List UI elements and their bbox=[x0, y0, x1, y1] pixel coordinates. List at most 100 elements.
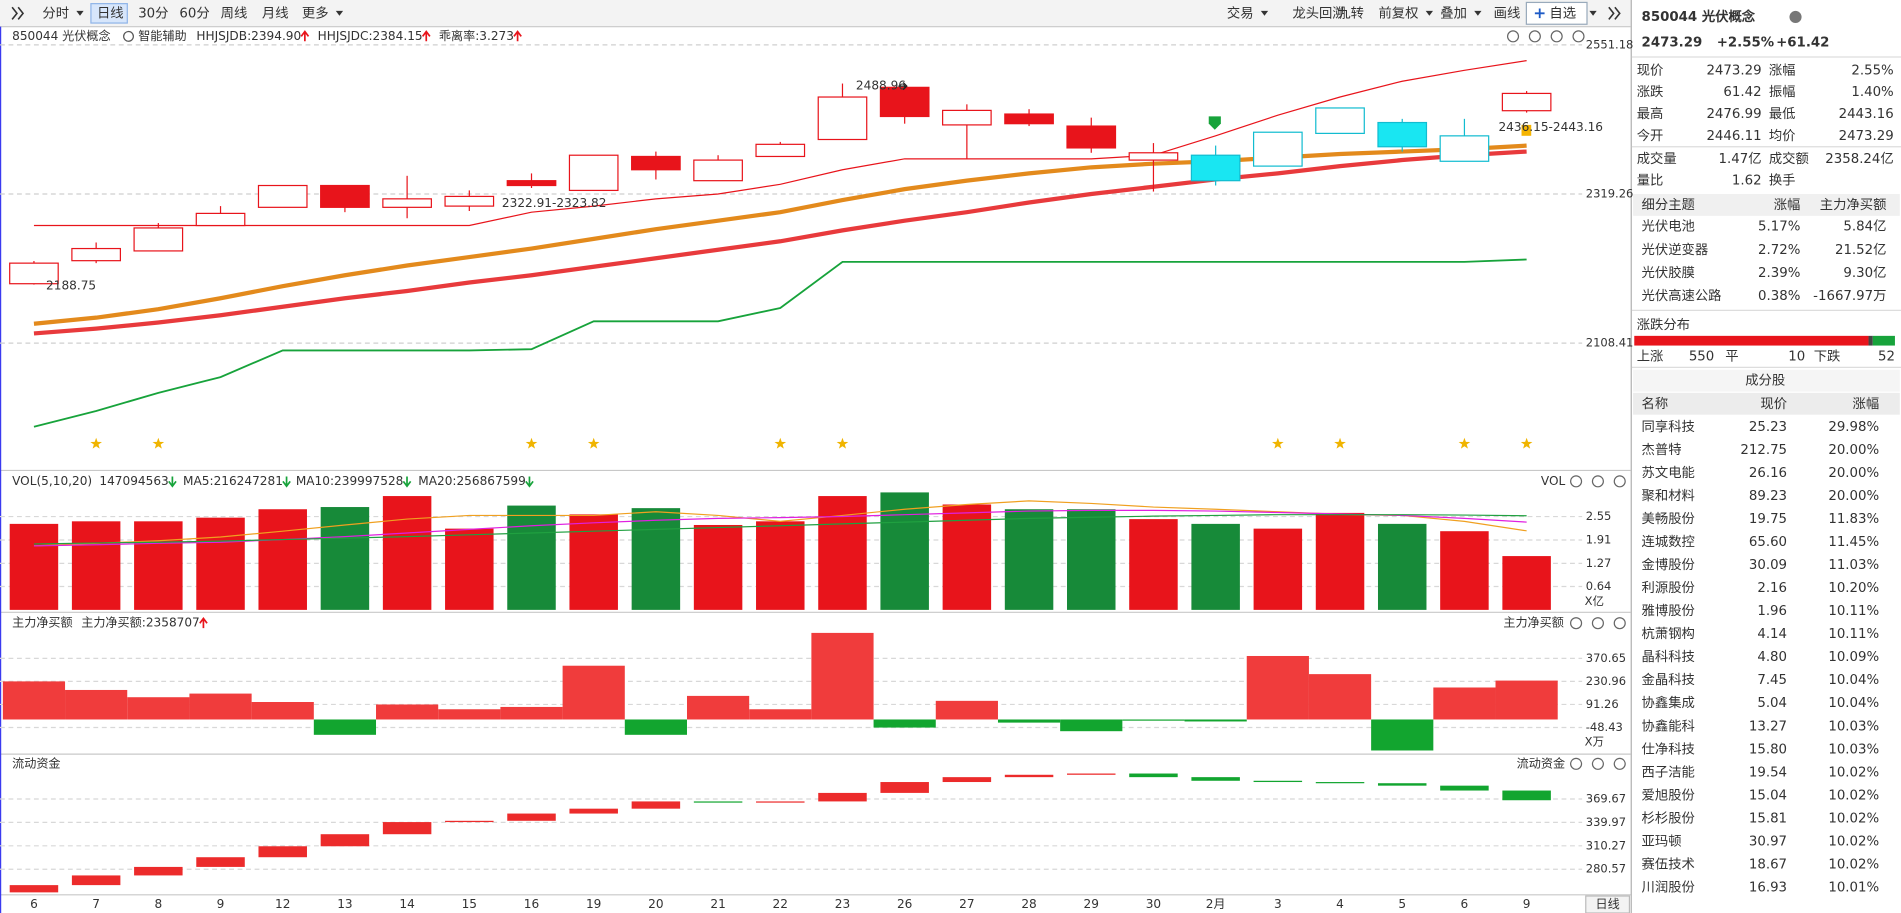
stock-name[interactable]: 协鑫集成 bbox=[1642, 694, 1695, 711]
liquidity-bar bbox=[1004, 774, 1054, 778]
toolbar-button[interactable]: 前复权 bbox=[1378, 4, 1418, 21]
stock-name[interactable]: 金博股份 bbox=[1642, 557, 1695, 573]
sector-cell[interactable]: 光伏高速公路 bbox=[1642, 287, 1722, 304]
stock-price: 1.96 bbox=[1757, 604, 1787, 619]
volume-bar bbox=[1377, 523, 1427, 610]
assist-icon[interactable] bbox=[123, 30, 134, 42]
distribution-bar-down bbox=[1872, 335, 1895, 346]
dropdown-icon[interactable] bbox=[1260, 10, 1269, 16]
liquidity-bar bbox=[1377, 783, 1427, 786]
stock-name[interactable]: 西子洁能 bbox=[1642, 764, 1695, 780]
toolbar-button[interactable]: 九转 bbox=[1337, 5, 1364, 21]
period-label[interactable]: 日线 bbox=[1595, 897, 1619, 911]
plus-icon[interactable] bbox=[1534, 8, 1545, 19]
stock-name[interactable]: 赛伍技术 bbox=[1642, 857, 1695, 873]
x-tick-label: 30 bbox=[1146, 897, 1161, 911]
volume-bar bbox=[258, 509, 307, 610]
stock-name[interactable]: 杭萧钢构 bbox=[1642, 626, 1695, 642]
stock-name[interactable]: 爱旭股份 bbox=[1642, 787, 1695, 803]
stock-name[interactable]: 亚玛顿 bbox=[1642, 833, 1682, 849]
stock-name[interactable]: 苏文电能 bbox=[1642, 465, 1695, 481]
panel-icon[interactable] bbox=[1613, 617, 1626, 630]
panel-icon[interactable] bbox=[1506, 30, 1520, 43]
expand-icon[interactable] bbox=[1608, 6, 1621, 20]
stock-price: 16.93 bbox=[1749, 881, 1787, 896]
panel-icon[interactable] bbox=[1613, 757, 1626, 770]
toolbar-button[interactable]: 自选 bbox=[1549, 5, 1576, 21]
dropdown-icon[interactable] bbox=[335, 10, 344, 16]
panel-icon[interactable] bbox=[1613, 475, 1626, 488]
liquidity-bar bbox=[258, 846, 307, 858]
dropdown-icon[interactable] bbox=[1474, 10, 1482, 16]
stock-price: 30.97 bbox=[1749, 834, 1787, 849]
toolbar-button[interactable]: 龙头回溯 bbox=[1292, 5, 1345, 21]
stock-name[interactable]: 雅博股份 bbox=[1642, 603, 1695, 619]
stock-name[interactable]: 川润股份 bbox=[1642, 880, 1695, 896]
stock-name[interactable]: 美畅股份 bbox=[1642, 511, 1695, 527]
panel-icon[interactable] bbox=[1528, 30, 1541, 43]
sector-cell[interactable]: 光伏胶膜 bbox=[1642, 264, 1695, 281]
stock-price: 13.27 bbox=[1749, 719, 1787, 734]
stock-name[interactable]: 利源股份 bbox=[1642, 580, 1695, 596]
stock-name[interactable]: 聚和材料 bbox=[1642, 488, 1695, 504]
liquidity-bar bbox=[1502, 790, 1551, 801]
panel-icon[interactable] bbox=[1570, 757, 1583, 770]
stock-change: 10.01% bbox=[1828, 881, 1879, 896]
panel-right-label: VOL bbox=[1541, 474, 1566, 488]
net-buy-bar bbox=[2, 681, 66, 720]
y-tick-label: 1.27 bbox=[1586, 556, 1612, 570]
collapse-icon[interactable] bbox=[11, 6, 25, 20]
dropdown-icon[interactable] bbox=[1589, 10, 1597, 16]
toolbar-button[interactable]: 叠加 bbox=[1440, 5, 1467, 21]
x-tick-label: 12 bbox=[275, 897, 290, 911]
stock-name[interactable]: 同享科技 bbox=[1642, 418, 1695, 435]
toolbar-button[interactable]: 60分 bbox=[179, 5, 209, 21]
net-buy-bar bbox=[935, 700, 998, 720]
stock-name[interactable]: 金晶科技 bbox=[1642, 672, 1695, 688]
panel-icon[interactable] bbox=[1550, 30, 1563, 43]
x-tick-label: 21 bbox=[710, 897, 725, 911]
stock-change: 11.03% bbox=[1828, 558, 1879, 573]
toolbar-button[interactable]: 周线 bbox=[221, 5, 248, 21]
liquidity-bar bbox=[445, 820, 494, 823]
dropdown-icon[interactable] bbox=[1425, 10, 1433, 16]
info-icon[interactable] bbox=[1789, 10, 1802, 24]
panel-icon[interactable] bbox=[1591, 757, 1604, 770]
assist-toggle[interactable]: 智能辅助 bbox=[138, 28, 186, 43]
stock-name[interactable]: 连城数控 bbox=[1642, 534, 1695, 550]
liquidity-bar bbox=[134, 866, 183, 876]
add-watch-bg bbox=[1525, 1, 1588, 25]
toolbar-button[interactable]: 更多 bbox=[302, 4, 329, 21]
toolbar-button[interactable]: 交易 bbox=[1227, 4, 1254, 21]
stock-name[interactable]: 仕净科技 bbox=[1642, 741, 1695, 757]
panel-icon[interactable] bbox=[1591, 475, 1604, 488]
toolbar-button[interactable]: 30分 bbox=[138, 5, 168, 21]
stock-name[interactable]: 协鑫能科 bbox=[1642, 717, 1695, 734]
sector-cell[interactable]: 光伏逆变器 bbox=[1642, 242, 1709, 258]
toolbar-button[interactable]: 日线 bbox=[97, 5, 124, 21]
period-box[interactable] bbox=[1585, 895, 1631, 913]
toolbar-button[interactable]: 画线 bbox=[1494, 5, 1521, 21]
x-tick-label: 15 bbox=[462, 897, 477, 911]
quote-label: 换手 bbox=[1769, 173, 1796, 189]
stock-name[interactable]: 杉杉股份 bbox=[1642, 810, 1695, 826]
panel-icon[interactable] bbox=[1570, 475, 1583, 488]
toolbar-button[interactable]: 月线 bbox=[262, 5, 289, 21]
stock-name[interactable]: 晶科科技 bbox=[1642, 649, 1695, 665]
sector-cell[interactable]: 光伏电池 bbox=[1642, 219, 1695, 235]
panel-icon[interactable] bbox=[1572, 30, 1585, 43]
dropdown-icon[interactable] bbox=[76, 10, 84, 16]
panel-icon[interactable] bbox=[1570, 617, 1583, 630]
toolbar-button[interactable]: 分时 bbox=[42, 5, 69, 21]
quote-value: 2473.29 bbox=[1706, 63, 1761, 78]
panel-title: 主力净买额 bbox=[12, 616, 73, 630]
stock-price: 89.23 bbox=[1749, 489, 1787, 504]
panel-icon[interactable] bbox=[1591, 617, 1604, 630]
net-buy-bar bbox=[189, 693, 252, 720]
stock-name[interactable]: 杰普特 bbox=[1642, 442, 1682, 458]
price-annotation: 2322.91-2323.82 bbox=[502, 196, 607, 210]
trend-arrow bbox=[513, 30, 522, 42]
x-tick-label: 9 bbox=[1523, 897, 1531, 911]
trend-arrow bbox=[402, 476, 412, 488]
sector-cell: 9.30亿 bbox=[1843, 265, 1886, 281]
